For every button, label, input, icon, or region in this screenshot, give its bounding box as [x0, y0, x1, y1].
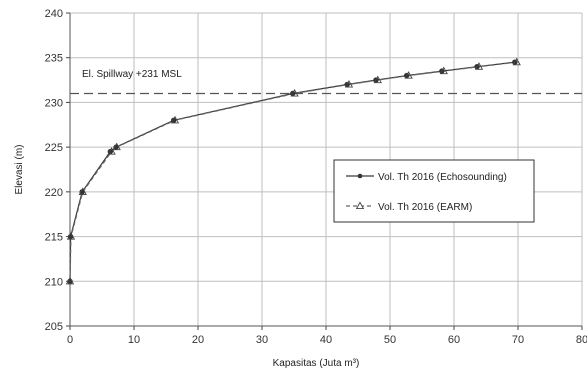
spillway-reference-label: El. Spillway +231 MSL	[82, 69, 182, 80]
y-tick-label: 210	[45, 276, 63, 288]
y-tick-label: 240	[45, 8, 63, 20]
x-tick-label: 40	[320, 334, 332, 346]
legend: Vol. Th 2016 (Echosounding) Vol. Th 2016…	[333, 159, 535, 223]
x-tick-label: 70	[512, 334, 524, 346]
data-point-earm	[373, 75, 382, 84]
data-point-earm	[474, 62, 484, 70]
x-axis-label: Kapasitas (Juta m³)	[273, 358, 360, 369]
data-point-earm	[65, 276, 75, 285]
data-point-earm	[78, 187, 87, 195]
spillway-reference: El. Spillway +231 MSL	[70, 69, 582, 95]
plot-area	[65, 57, 521, 285]
data-point-earm	[66, 232, 76, 240]
tick-labels: 205 210 215 220 225 230 235 240 0 10 20 30 40 50 60 70 8…	[45, 8, 587, 346]
legend-marker-echosounding	[357, 173, 363, 179]
data-point-earm	[112, 142, 121, 151]
data-point-earm	[344, 79, 354, 88]
legend-label-earm: Vol. Th 2016 (EARM)	[378, 202, 472, 213]
y-tick-label: 235	[45, 53, 63, 65]
x-tick-label: 60	[448, 334, 460, 346]
data-point-earm	[107, 147, 116, 155]
data-point-earm	[404, 71, 413, 79]
legend-label-echosounding: Vol. Th 2016 (Echosounding)	[378, 172, 507, 183]
y-tick-label: 225	[45, 142, 63, 154]
legend-item-echosounding: Vol. Th 2016 (Echosounding)	[346, 172, 507, 183]
data-point-earm	[512, 57, 521, 66]
x-tick-label: 0	[67, 334, 73, 346]
legend-item-earm: Vol. Th 2016 (EARM)	[346, 201, 472, 213]
x-tick-label: 20	[192, 334, 204, 346]
x-tick-label: 50	[384, 334, 396, 346]
y-tick-label: 220	[45, 187, 63, 199]
y-tick-label: 215	[45, 232, 63, 244]
legend-box	[333, 159, 535, 223]
y-tick-label: 230	[45, 97, 63, 109]
y-tick-label: 205	[45, 321, 63, 333]
x-tick-label: 10	[128, 334, 140, 346]
x-tick-label: 80	[576, 334, 587, 346]
legend-marker-earm	[355, 201, 365, 210]
y-axis-label: Elevasi (m)	[14, 144, 25, 194]
data-point-earm	[290, 88, 299, 97]
data-point-earm	[439, 66, 448, 75]
x-tick-label: 30	[256, 334, 268, 346]
data-point-earm	[170, 115, 180, 124]
